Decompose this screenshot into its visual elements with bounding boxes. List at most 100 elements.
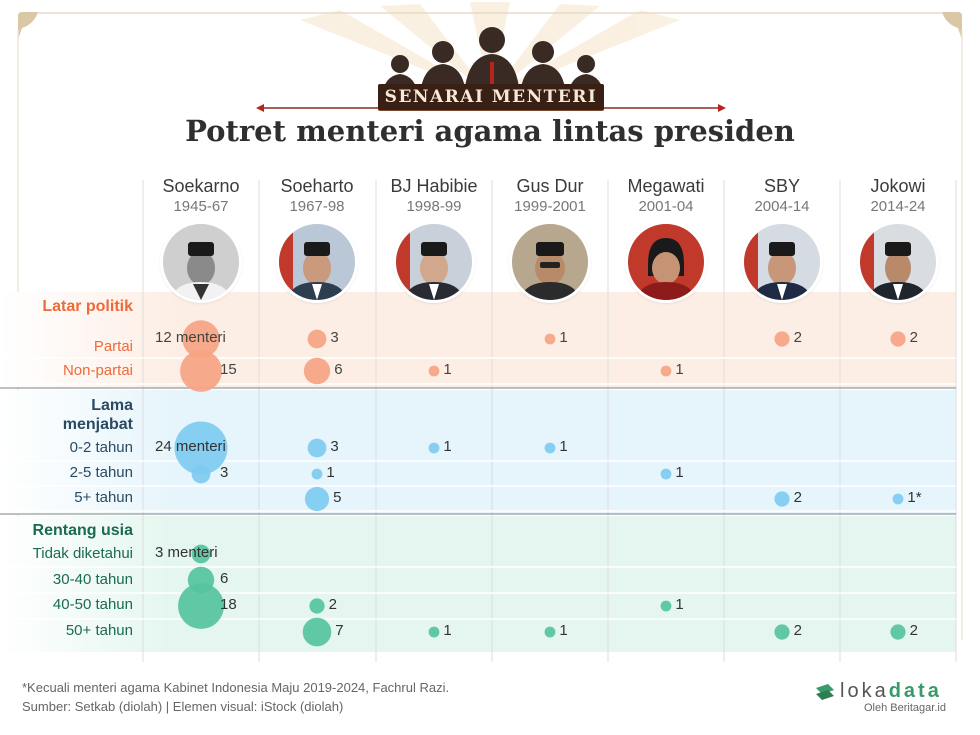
president-name: BJ Habibie [390, 176, 478, 196]
bubble [182, 320, 220, 358]
bubble [174, 421, 228, 475]
row-label-tidak-diketahui: Tidak diketahui [32, 545, 133, 562]
bubble [311, 468, 323, 480]
bubble-value-label: 18 [220, 596, 237, 613]
bubble [544, 333, 556, 345]
row-label-30-40-tahun: 30-40 tahun [52, 571, 133, 588]
portrait-soekarno [163, 224, 239, 300]
column-head-soekarno: Soekarno 1945-67 [143, 176, 259, 215]
bubble [544, 442, 556, 454]
band-rentang-usia [0, 516, 956, 652]
bubble-value-label: 2 [328, 596, 337, 613]
president-years: 1945-67 [173, 198, 229, 215]
bubble-value-label: 1 [675, 361, 684, 378]
column-head-soeharto: Soeharto 1967-98 [259, 176, 375, 215]
row-label-40-50-tahun: 40-50 tahun [52, 596, 133, 613]
row-label-2-5-tahun: 2-5 tahun [69, 464, 133, 481]
lokadata-wordmark: lokadata [840, 680, 942, 702]
bubble [428, 365, 440, 377]
bubble [180, 350, 222, 392]
portrait-soeharto [279, 224, 355, 300]
column-head-habibie: BJ Habibie 1998-99 [376, 176, 492, 215]
bubble [428, 442, 440, 454]
president-name: Soeharto [280, 176, 354, 196]
bubble-value-label: 6 [334, 361, 343, 378]
bubble-value-label: 1 [443, 622, 452, 639]
frame-corner-right [942, 12, 962, 40]
bubble [892, 493, 904, 505]
portrait-sby [744, 224, 820, 300]
bubble-value-label: 2 [793, 622, 802, 639]
bubble [660, 468, 672, 480]
row-label-partai: Partai [93, 338, 133, 355]
portrait-megawati [628, 224, 704, 300]
bubble-value-label: 2 [909, 329, 918, 346]
row-label-5-plus-tahun: 5+ tahun [74, 489, 133, 506]
president-years: 2001-04 [638, 198, 694, 215]
bubble-value-label: 1 [675, 596, 684, 613]
bubble [302, 617, 332, 647]
row-label-0-2-tahun: 0-2 tahun [69, 439, 133, 456]
bubble-value-label: 1 [559, 622, 568, 639]
bubble [544, 626, 556, 638]
row-label-non-partai: Non-partai [62, 362, 133, 379]
bubble [890, 624, 906, 640]
bubble-value-label: 2 [793, 329, 802, 346]
bubble-value-label: 2 [909, 622, 918, 639]
bubble [890, 331, 906, 347]
bubble-value-label: 3 [330, 329, 339, 346]
bubble-value-label: 3 menteri [155, 544, 218, 561]
bubble-value-label: 1 [675, 464, 684, 481]
footnote: *Kecuali menteri agama Kabinet Indonesia… [22, 680, 450, 695]
bubble-value-label: 7 [335, 622, 344, 639]
bubble-value-label: 15 [220, 361, 237, 378]
bubble [307, 438, 327, 458]
bubble-value-label: 2 [793, 489, 802, 506]
section-label-lama-menjabat: Lama menjabat [62, 397, 133, 433]
president-years: 1998-99 [406, 198, 462, 215]
frame-corner-left [18, 12, 38, 40]
bubble-value-label: 24 menteri [155, 438, 226, 455]
bubble-value-label: 1 [326, 464, 335, 481]
rule-arrow-right [718, 104, 726, 112]
section-label-rentang-usia: Rentang usia [32, 522, 133, 539]
rule-arrow-left [256, 104, 264, 112]
page-title: Potret menteri agama lintas presiden [185, 114, 795, 148]
portrait-jokowi [860, 224, 936, 300]
bubble [660, 600, 672, 612]
president-years: 2014-24 [870, 198, 926, 215]
president-name: Gus Dur [516, 176, 584, 196]
bubble-value-label: 1 [559, 329, 568, 346]
bubble-value-label: 1 [443, 361, 452, 378]
column-head-gus-dur: Gus Dur 1999-2001 [492, 176, 608, 215]
bubble-value-label: 3 [330, 438, 339, 455]
bubble [309, 598, 325, 614]
president-name: Megawati [627, 176, 705, 196]
bubble [304, 486, 330, 512]
president-name: Jokowi [870, 176, 926, 196]
row-label-50-plus-tahun: 50+ tahun [65, 622, 133, 639]
banner-senarai-menteri: SENARAI MENTERI [378, 84, 604, 110]
bubble [774, 331, 790, 347]
bubble-value-label: 1 [559, 438, 568, 455]
band-lama-menjabat [0, 390, 956, 514]
bubble [428, 626, 440, 638]
president-years: 1999-2001 [514, 198, 586, 215]
portrait-gus-dur [512, 224, 588, 300]
portrait-habibie [396, 224, 472, 300]
bubble [774, 491, 790, 507]
president-years: 2004-14 [754, 198, 810, 215]
bubble [178, 583, 224, 629]
section-label-latar-politik: Latar politik [42, 298, 133, 315]
bubble [774, 624, 790, 640]
bubble-value-label: 3 [220, 464, 229, 481]
lokadata-logo-icon [816, 684, 834, 700]
bubble [660, 365, 672, 377]
column-head-megawati: Megawati 2001-04 [608, 176, 724, 215]
lokadata-byline: Oleh Beritagar.id [864, 702, 946, 714]
bubble [307, 329, 327, 349]
red-tie [490, 62, 494, 92]
band-latar-politik [0, 292, 956, 388]
president-name: Soekarno [162, 176, 240, 196]
